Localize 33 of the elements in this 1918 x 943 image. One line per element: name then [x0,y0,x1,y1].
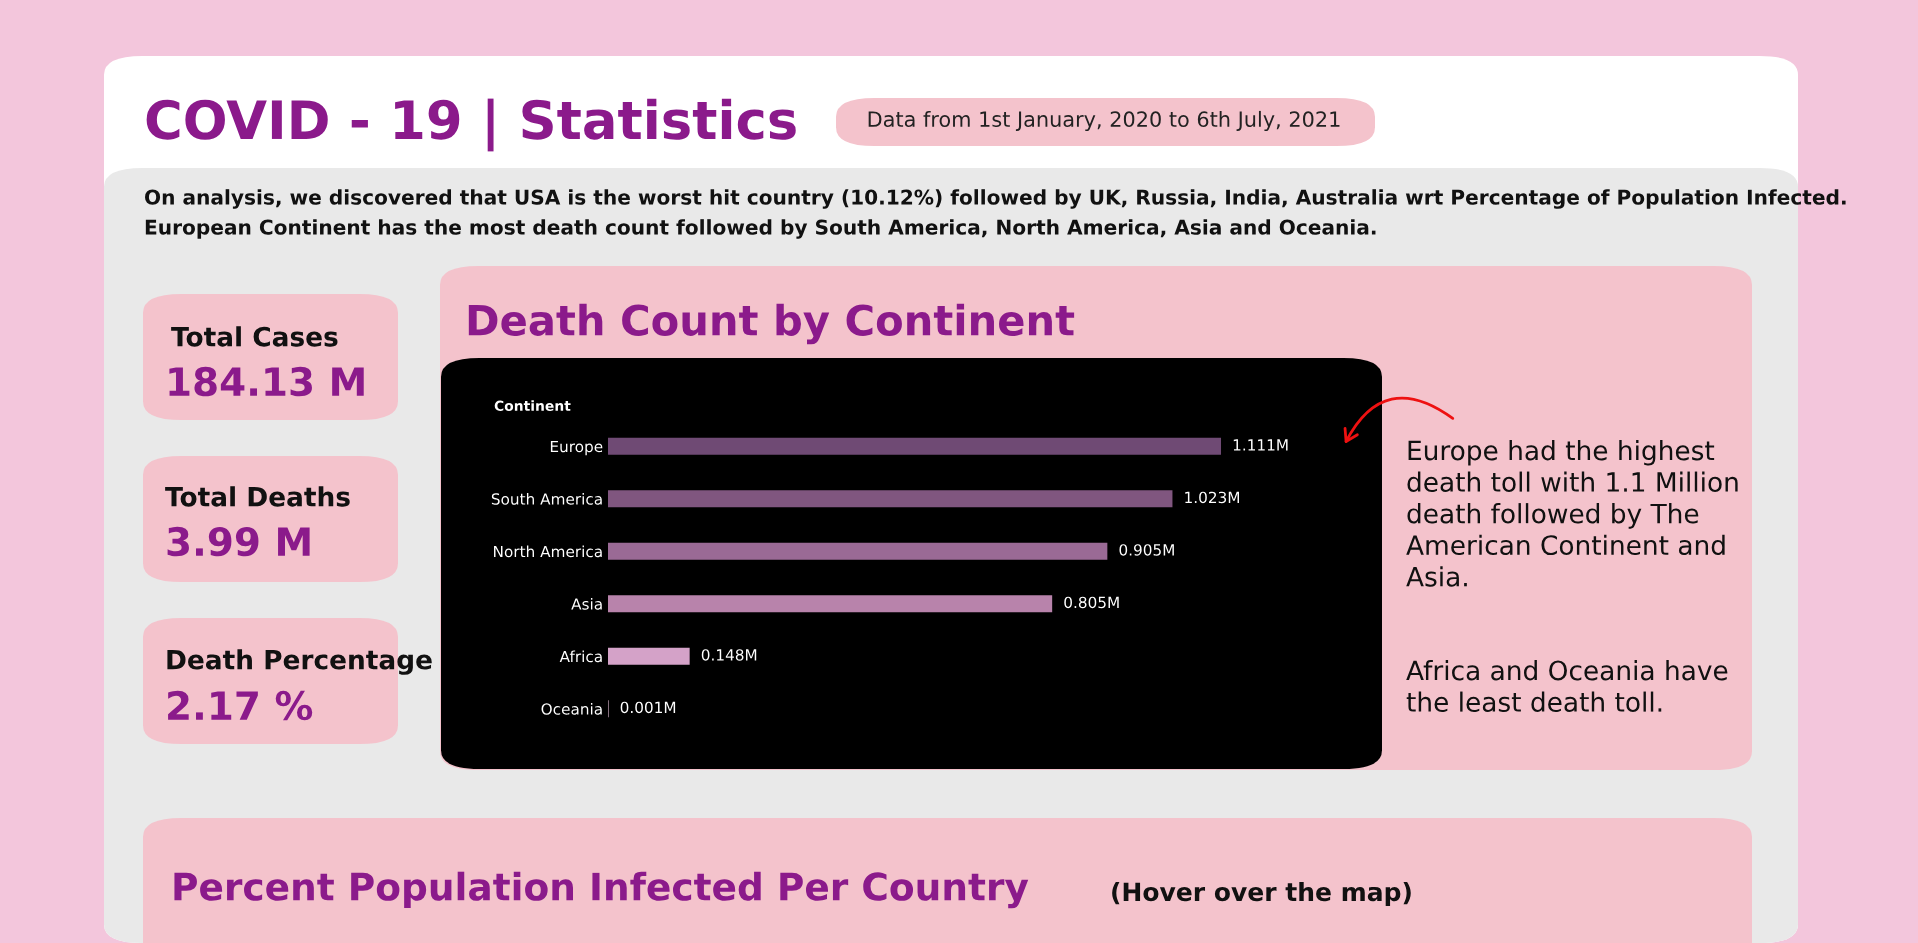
text: Data from 1st January, 2020 to 6th July, 2021 [868,110,1340,132]
data-label: 0.905M [1119,544,1174,556]
text: 2.17 % [168,690,313,721]
text: Total Deaths [165,486,350,507]
y-tick-label: Africa [559,650,602,663]
data-label: 0.001M [620,701,676,714]
y-tick-label: Oceania [541,702,602,715]
y-tick-label: South America [491,492,602,505]
text: On analysis, we discovered that USA is the worst hit country (10.12%) followed by UK, Russia, India, Australia wrt Percentage of Population Infected. [145,189,1846,209]
text: 3.99 M [167,526,310,557]
bar [608,595,1053,613]
text: (Hover over the map) [1112,881,1411,907]
text: Europe had the highest death toll with 1.1 Million death followed by The American Continent and Asia. [1406,440,1738,587]
text: 184.13 M [169,366,364,397]
data-label: 0.805M [1064,596,1119,609]
text: Africa and Oceania have the least death toll. [1406,660,1728,712]
y-tick-label: North America [494,545,602,558]
chart-title: Death Count by Continent [468,303,1075,345]
y-axis-title: Continent [494,400,571,412]
text: Death Percentage [167,649,432,675]
text: Percent Population Infected Per Country [174,871,1029,909]
y-tick-label: Asia [571,597,602,610]
bar [608,542,1108,560]
data-label: 1.023M [1185,491,1239,504]
y-tick-label: Europe [550,440,603,456]
text: COVID - 19 | Statistics [146,98,796,152]
data-label: 0.148M [701,649,757,661]
text: European Continent has the most death count followed by South America, North America, Asia and Oceania. [145,219,1376,239]
data-label: 1.111M [1233,439,1288,451]
text: Total Cases [171,326,338,347]
bar [608,647,690,665]
bar [608,437,1222,455]
bar [608,490,1173,508]
